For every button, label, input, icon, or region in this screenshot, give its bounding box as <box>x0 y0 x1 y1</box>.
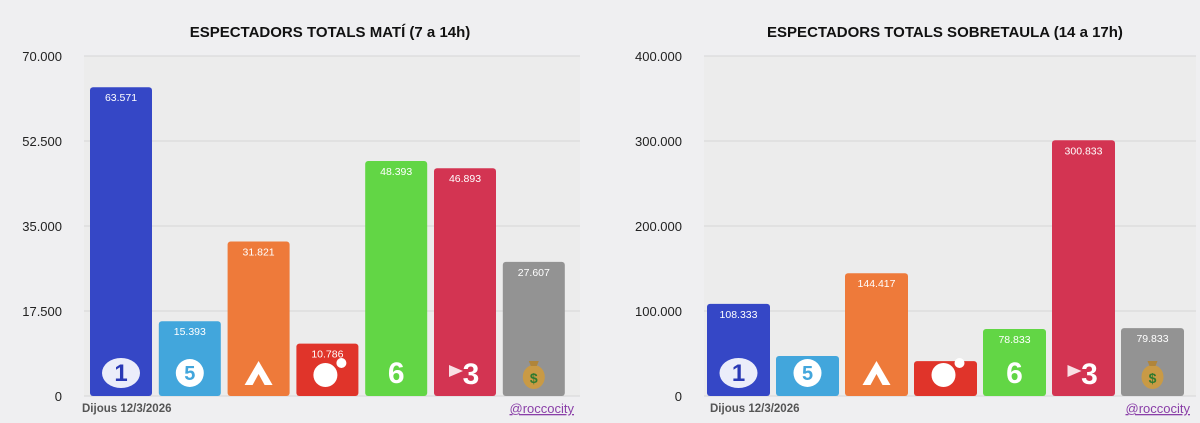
value-label: 31.821 <box>243 246 275 258</box>
y-tick-label: 17.500 <box>22 304 62 319</box>
svg-text:1: 1 <box>114 360 127 387</box>
svg-text:5: 5 <box>802 363 813 385</box>
antena3-logo-icon <box>862 361 891 385</box>
svg-text:$: $ <box>530 370 538 386</box>
y-axis-ticks: 0 17.500 35.000 52.500 70.000 <box>22 49 62 404</box>
chart-mati: ESPECTADORS TOTALS MATÍ (7 a 14h) 0 17.50… <box>22 24 580 416</box>
lasexta-logo-icon: 6 <box>1006 357 1023 390</box>
svg-text:6: 6 <box>1006 357 1023 390</box>
value-label: 79.833 <box>1136 333 1168 345</box>
chart-panel-mati: ESPECTADORS TOTALS MATÍ (7 a 14h) 0 17.50… <box>22 24 580 416</box>
svg-text:5: 5 <box>184 363 195 385</box>
la1-logo-icon: 1 <box>719 358 758 388</box>
channel-logos: 1 5 6 3 $ <box>102 357 545 391</box>
y-tick-label: 100.000 <box>635 304 682 319</box>
svg-text:6: 6 <box>388 357 405 390</box>
y-tick-label: 400.000 <box>635 49 682 64</box>
value-label: 46.893 <box>449 173 481 185</box>
bars <box>90 87 565 397</box>
bar <box>502 261 565 396</box>
value-label: 78.833 <box>998 334 1030 346</box>
cuatro-logo-icon <box>931 358 965 387</box>
date-label: Dijous 12/3/2026 <box>710 403 800 415</box>
value-label: 300.833 <box>1065 145 1103 157</box>
value-labels: 63.571 15.393 31.821 10.786 48.393 46.893 27.6… <box>105 92 550 360</box>
svg-text:3: 3 <box>1081 358 1098 391</box>
svg-text:3: 3 <box>463 358 480 391</box>
value-label: 15.393 <box>174 326 206 338</box>
channel-logos: 1 5 6 3 $ <box>719 357 1164 391</box>
bar <box>365 160 428 396</box>
y-tick-label: 70.000 <box>22 49 62 64</box>
date-label: Dijous 12/3/2026 <box>82 403 172 415</box>
y-tick-label: 0 <box>55 389 62 404</box>
chart-panel-sobretaula: ESPECTADORS TOTALS SOBRETAULA (14 a 17h)… <box>600 0 1200 423</box>
bar <box>434 168 496 396</box>
tv3-logo-icon: 3 <box>1067 358 1098 391</box>
money-bag-icon: $ <box>522 361 545 389</box>
value-label: 27.607 <box>518 267 550 279</box>
value-label: 10.786 <box>311 349 343 361</box>
bar <box>227 241 290 396</box>
value-label: 108.333 <box>720 309 758 321</box>
svg-text:$: $ <box>1149 370 1157 386</box>
telecinco-logo-icon: 5 <box>793 359 822 387</box>
antena3-logo-icon <box>244 361 273 385</box>
bar <box>90 87 152 397</box>
chart-title: ESPECTADORS TOTALS SOBRETAULA (14 a 17h) <box>767 24 1123 41</box>
chart-sobretaula: ESPECTADORS TOTALS SOBRETAULA (14 a 17h)… <box>600 0 1200 423</box>
author-handle[interactable]: @roccocity <box>510 401 575 416</box>
la1-logo-icon: 1 <box>102 358 140 388</box>
y-tick-label: 300.000 <box>635 134 682 149</box>
bar <box>1052 140 1115 396</box>
y-tick-label: 200.000 <box>635 219 682 234</box>
value-label: 48.393 <box>380 166 412 178</box>
y-axis-ticks: 0 100.000 200.000 300.000 400.000 <box>635 49 682 404</box>
lasexta-logo-icon: 6 <box>388 357 405 390</box>
money-bag-icon: $ <box>1141 361 1164 389</box>
value-label: 63.571 <box>105 92 137 104</box>
bar <box>845 273 908 396</box>
y-tick-label: 52.500 <box>22 134 62 149</box>
tv3-logo-icon: 3 <box>449 358 479 391</box>
cuatro-logo-icon <box>313 358 347 387</box>
value-label: 144.417 <box>858 278 896 290</box>
author-handle[interactable]: @roccocity <box>1126 401 1191 416</box>
bar <box>158 321 221 396</box>
y-tick-label: 0 <box>675 389 682 404</box>
svg-text:1: 1 <box>732 360 745 387</box>
chart-title: ESPECTADORS TOTALS MATÍ (7 a 14h) <box>190 24 471 41</box>
telecinco-logo-icon: 5 <box>175 359 204 387</box>
value-labels: 108.333 144.417 78.833 300.833 79.833 <box>720 145 1169 346</box>
y-tick-label: 35.000 <box>22 219 62 234</box>
bar <box>983 328 1046 396</box>
